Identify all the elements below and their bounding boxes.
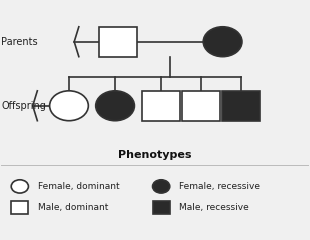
Text: Phenotypes: Phenotypes	[118, 150, 192, 160]
Circle shape	[11, 180, 29, 193]
Text: Offspring: Offspring	[1, 101, 46, 111]
Bar	[222, 91, 260, 121]
Text: Parents: Parents	[1, 37, 38, 47]
Bar	[11, 201, 29, 214]
Bar	[182, 91, 220, 121]
Text: Male, recessive: Male, recessive	[179, 203, 249, 212]
Bar	[153, 201, 170, 214]
Circle shape	[96, 91, 135, 121]
Circle shape	[203, 27, 242, 57]
Text: Female, recessive: Female, recessive	[179, 182, 260, 191]
Bar	[99, 27, 138, 57]
Text: Female, dominant: Female, dominant	[38, 182, 119, 191]
Circle shape	[153, 180, 170, 193]
Circle shape	[50, 91, 88, 121]
Text: Male, dominant: Male, dominant	[38, 203, 108, 212]
Bar	[142, 91, 180, 121]
